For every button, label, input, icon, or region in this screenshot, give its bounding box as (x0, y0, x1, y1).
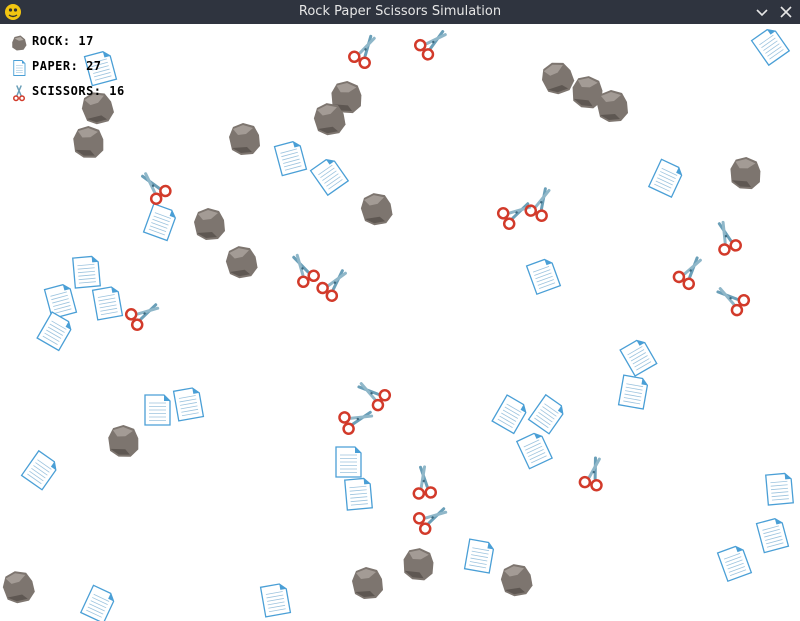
rock-sprite (194, 208, 225, 240)
simulation-field (2, 29, 794, 621)
paper-sprite (36, 311, 72, 352)
paper-sprite (83, 51, 118, 87)
rock-sprite (229, 123, 260, 155)
window-title: Rock Paper Scissors Simulation (298, 4, 502, 19)
scissors-sprite (716, 287, 751, 317)
paper-sprite (716, 545, 753, 583)
rock-count-label: ROCK: 17 (32, 34, 94, 48)
paper-sprite (515, 432, 553, 470)
paper-sprite (259, 583, 292, 618)
rock-sprite (403, 548, 434, 581)
scissors-sprite (524, 187, 551, 222)
scissors-sprite (141, 172, 172, 206)
paper-sprite (91, 286, 124, 321)
rock-sprite (597, 90, 628, 122)
paper-sprite (765, 472, 794, 506)
rock-sprite (108, 424, 139, 457)
paper-sprite (72, 255, 101, 289)
scissors-sprite (496, 202, 532, 230)
paper-sprite (344, 477, 373, 511)
paper-sprite (79, 584, 115, 621)
paper-count-label: PAPER: 27 (32, 59, 102, 73)
rock-sprite (313, 103, 346, 136)
minimize-button[interactable] (752, 2, 772, 22)
close-button[interactable] (776, 2, 796, 22)
paper-sprite (273, 141, 308, 177)
paper-icon (13, 60, 26, 76)
scissors-sprite (124, 303, 160, 331)
scissors-sprite (338, 410, 374, 435)
close-icon (780, 6, 792, 18)
paper-sprite (647, 158, 683, 198)
scissors-sprite (412, 465, 438, 500)
rock-icon (12, 35, 27, 51)
rock-sprite (352, 567, 383, 599)
rock-sprite (360, 193, 393, 226)
chevron-down-icon (756, 9, 768, 17)
paper-sprite (527, 393, 564, 435)
paper-sprite (335, 446, 362, 478)
scissors-sprite (292, 253, 320, 289)
scissors-icon (13, 85, 25, 102)
paper-sprite (750, 29, 791, 67)
paper-sprite (525, 258, 562, 296)
paper-sprite (20, 449, 57, 491)
scissors-sprite (412, 507, 448, 535)
scissors-sprite (357, 382, 392, 412)
rock-sprite (730, 157, 761, 190)
pygame-snake-icon (5, 4, 21, 20)
scissors-sprite (717, 220, 742, 256)
rock-sprite (2, 571, 35, 604)
rock-sprite (541, 62, 575, 95)
scissors-sprite (672, 256, 702, 291)
paper-sprite (309, 159, 350, 197)
paper-sprite (463, 538, 495, 574)
rock-sprite (73, 125, 104, 158)
rock-sprite (500, 564, 533, 597)
paper-sprite (619, 339, 658, 377)
paper-sprite (617, 374, 649, 410)
paper-sprite (142, 202, 176, 242)
scissors-sprite (348, 34, 376, 70)
scissors-sprite (578, 456, 603, 492)
scissors-count-label: SCISSORS: 16 (32, 84, 125, 98)
paper-sprite (491, 394, 527, 435)
scissors-sprite (413, 30, 447, 61)
paper-sprite (172, 387, 205, 422)
scissors-sprite (316, 269, 347, 303)
paper-sprite (144, 394, 171, 426)
simulation-canvas (0, 24, 800, 621)
paper-sprite (43, 284, 78, 320)
paper-sprite (755, 518, 790, 554)
rock-sprite (81, 92, 114, 125)
rock-sprite (572, 76, 603, 109)
window-titlebar: Rock Paper Scissors Simulation (0, 0, 800, 24)
rock-sprite (331, 81, 362, 114)
rock-sprite (225, 246, 258, 279)
